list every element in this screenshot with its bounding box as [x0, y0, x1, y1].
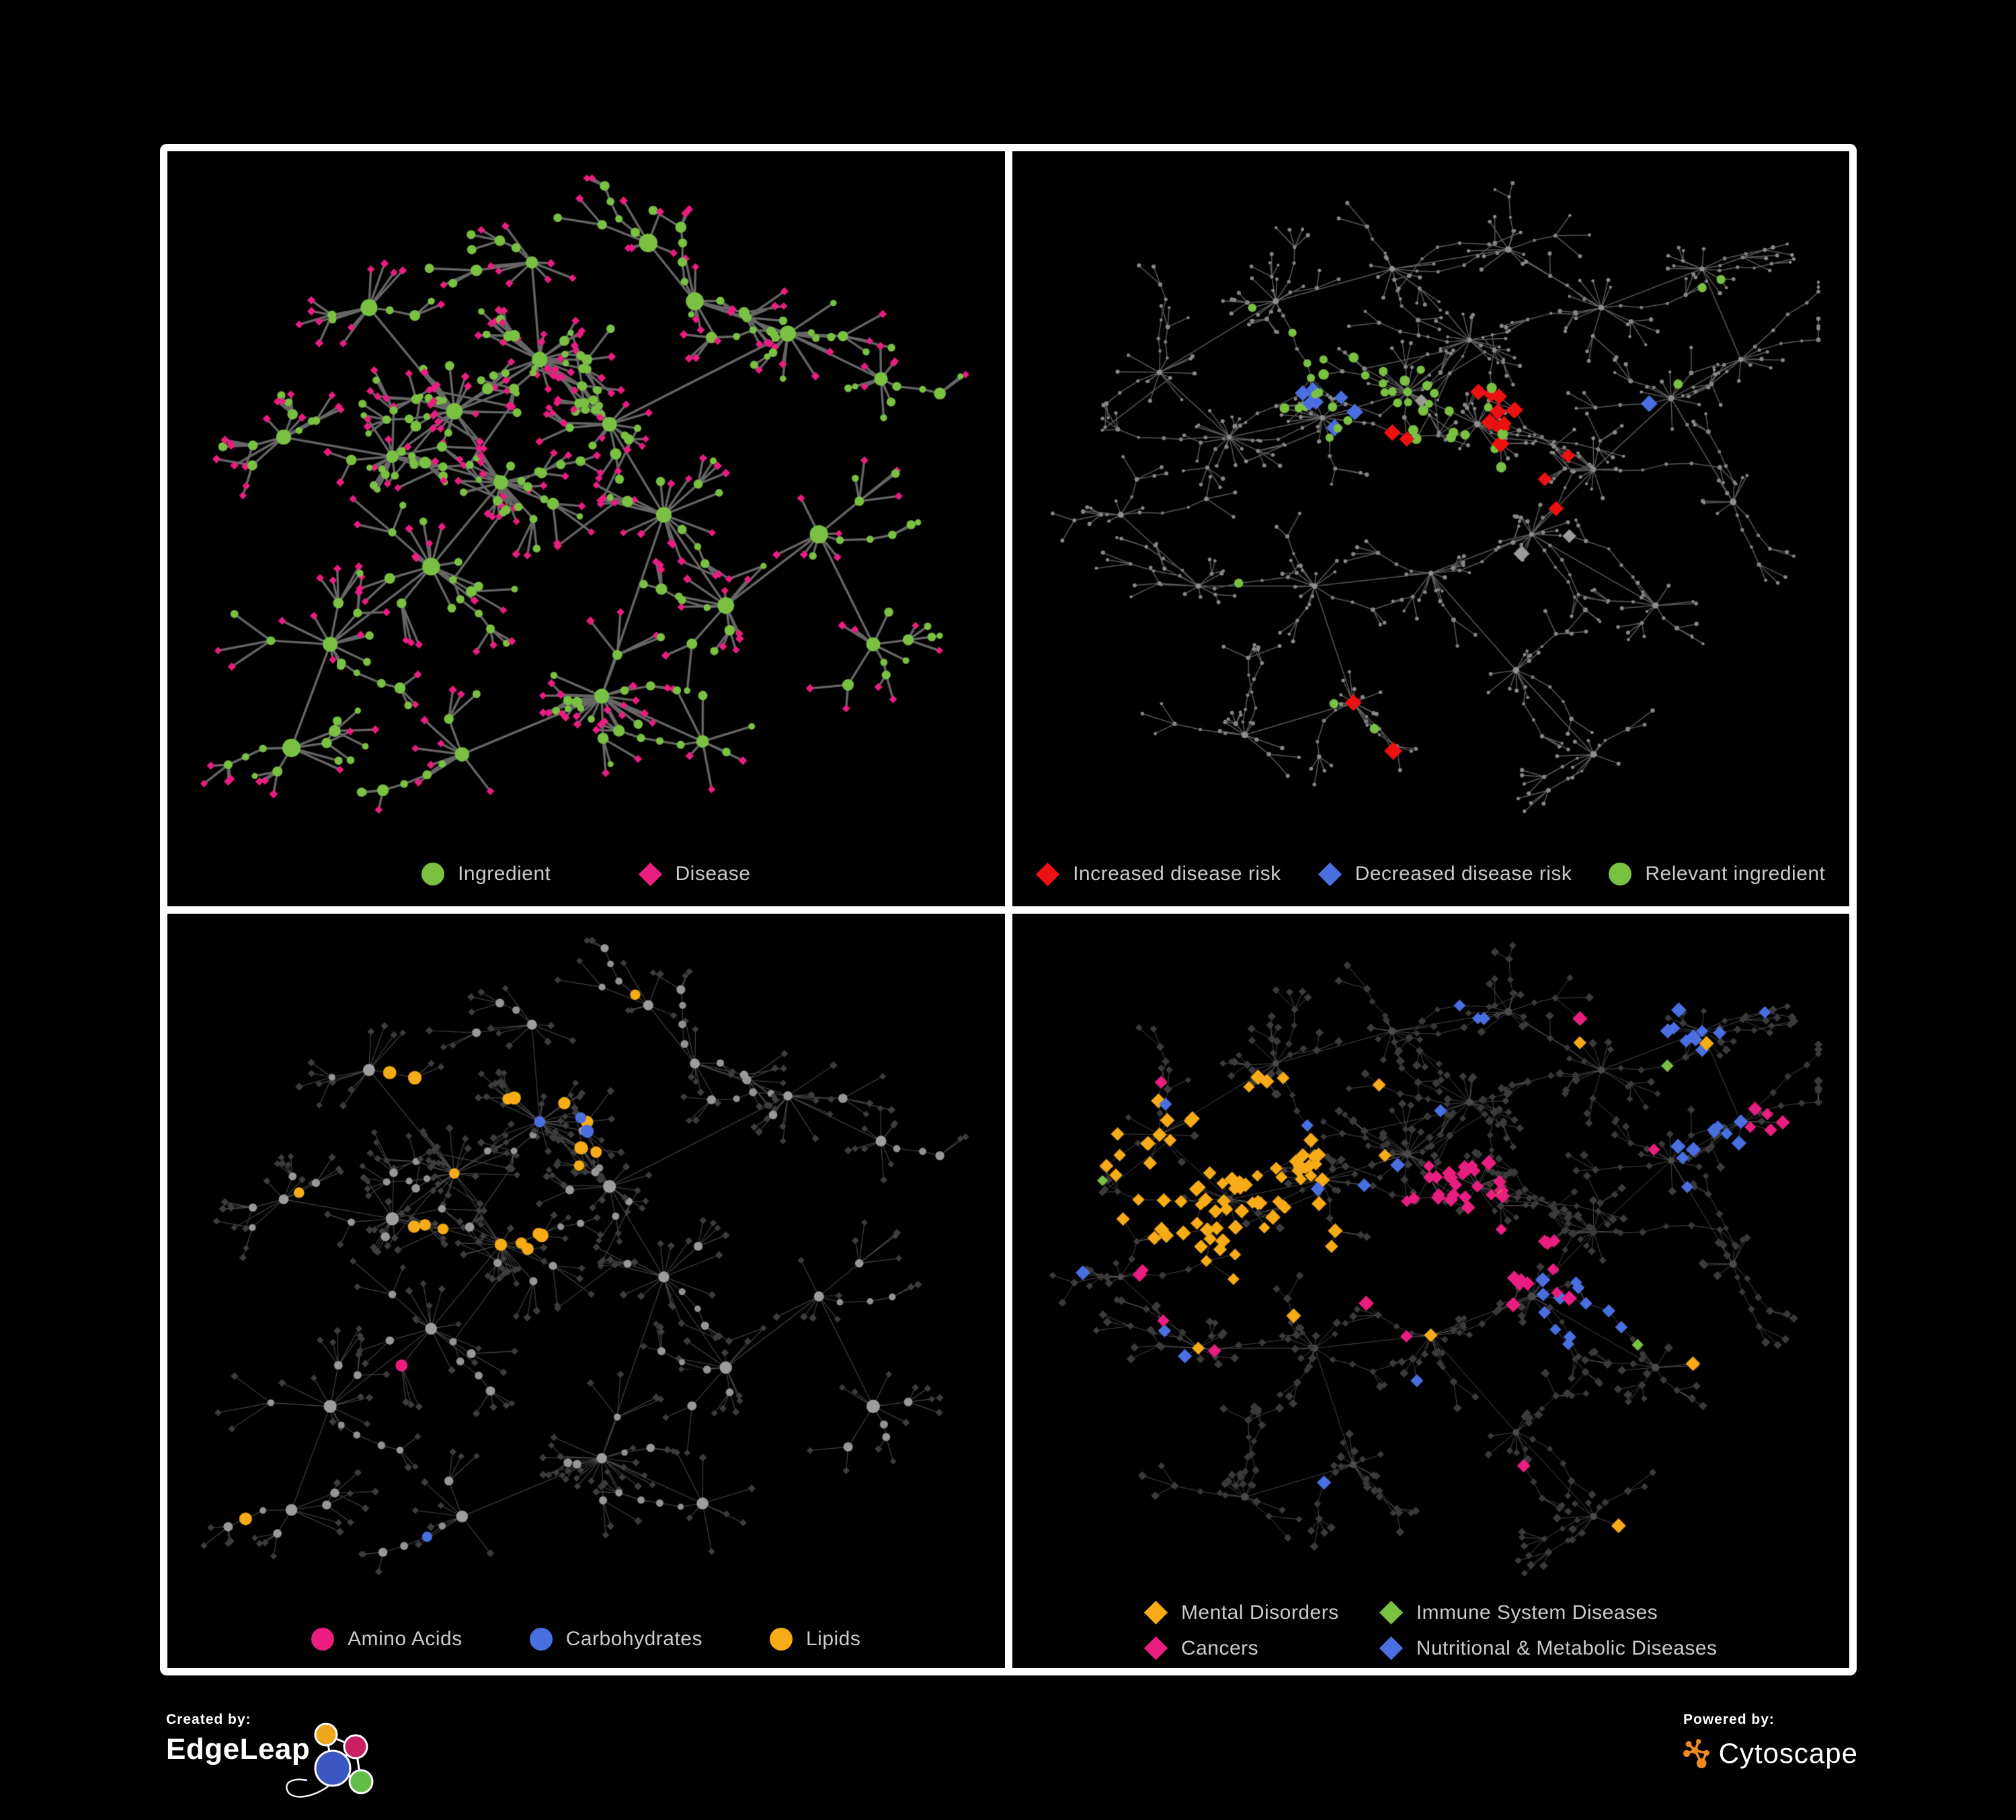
- legend-label: Disease: [675, 863, 751, 885]
- panel-disease-risk: Increased disease risk Decreased disease…: [1012, 151, 1850, 906]
- legend-label: Lipids: [805, 1628, 861, 1650]
- amino-acids-circle-icon: [311, 1628, 335, 1651]
- legend-item: Amino Acids: [311, 1628, 462, 1651]
- created-by-label: Created by:: [166, 1712, 251, 1727]
- legend-disease-category: Mental Disorders Immune System Diseases …: [1012, 1600, 1850, 1661]
- legend-label: Carbohydrates: [565, 1628, 702, 1650]
- nutritional-metabolic-diamond-icon: [1379, 1636, 1403, 1661]
- legend-item: Immune System Diseases: [1379, 1600, 1658, 1625]
- edgeleap-credit: Created by: EdgeLeap: [166, 1712, 516, 1799]
- edgeleap-logo-icon: [286, 1723, 374, 1798]
- decreased-risk-diamond-icon: [1318, 862, 1342, 886]
- legend-item: Lipids: [769, 1628, 861, 1651]
- cancers-diamond-icon: [1143, 1636, 1168, 1661]
- legend-item: Cancers: [1143, 1636, 1259, 1661]
- edgeleap-brand-row: EdgeLeap: [166, 1723, 516, 1798]
- legend-item: Ingredient: [421, 863, 551, 885]
- legend-item: Disease: [638, 862, 751, 886]
- panel-nutrient-class: Amino Acids Carbohydrates Lipids: [167, 913, 1005, 1668]
- legend-label: Relevant ingredient: [1645, 863, 1826, 885]
- network-canvas-disease-risk: [1012, 151, 1849, 906]
- cytoscape-brand-row: Cytoscape: [1683, 1732, 1858, 1775]
- immune-diseases-diamond-icon: [1379, 1600, 1403, 1625]
- disease-diamond-icon: [638, 862, 662, 886]
- legend-item: Decreased disease risk: [1318, 862, 1572, 886]
- edgeleap-wordmark: EdgeLeap: [166, 1733, 311, 1766]
- legend-item: Mental Disorders: [1143, 1600, 1339, 1625]
- relevant-ingredient-circle-icon: [1609, 863, 1632, 885]
- cytoscape-credit: Powered by:: [1683, 1712, 1858, 1799]
- mental-disorders-diamond-icon: [1143, 1600, 1168, 1625]
- legend-label: Mental Disorders: [1180, 1601, 1339, 1624]
- network-canvas-nutrient-class: [167, 913, 1005, 1668]
- legend-label: Immune System Diseases: [1416, 1601, 1658, 1624]
- legend-item: Carbohydrates: [529, 1628, 702, 1651]
- ingredient-circle-icon: [421, 863, 445, 885]
- legend-item: Relevant ingredient: [1609, 863, 1825, 885]
- legend-label: Cancers: [1180, 1636, 1259, 1659]
- network-canvas-disease-category: [1012, 913, 1849, 1668]
- legend-item: Increased disease risk: [1035, 862, 1281, 886]
- legend-item: Nutritional & Metabolic Diseases: [1379, 1636, 1718, 1661]
- legend-label: Ingredient: [458, 863, 551, 885]
- lipids-circle-icon: [769, 1628, 793, 1651]
- panel-grid: Ingredient Disease Increased disease ris…: [160, 144, 1857, 1675]
- legend-label: Amino Acids: [348, 1628, 462, 1650]
- legend-ingredient-disease: Ingredient Disease: [167, 862, 1005, 886]
- powered-by-label: Powered by:: [1683, 1712, 1775, 1727]
- panel-disease-category: Mental Disorders Immune System Diseases …: [1012, 913, 1850, 1668]
- legend-disease-risk: Increased disease risk Decreased disease…: [1012, 862, 1850, 886]
- carbohydrates-circle-icon: [529, 1628, 553, 1651]
- legend-label: Decreased disease risk: [1355, 863, 1572, 885]
- legend-nutrient-class: Amino Acids Carbohydrates Lipids: [167, 1628, 1005, 1651]
- increased-risk-diamond-icon: [1035, 862, 1060, 886]
- network-canvas-ingredient-disease: [167, 151, 1005, 906]
- cytoscape-wordmark: Cytoscape: [1718, 1737, 1858, 1769]
- legend-label: Nutritional & Metabolic Diseases: [1416, 1636, 1718, 1659]
- cytoscape-logo-icon: [1683, 1739, 1709, 1769]
- panel-ingredient-disease: Ingredient Disease: [167, 151, 1005, 906]
- legend-label: Increased disease risk: [1073, 863, 1281, 885]
